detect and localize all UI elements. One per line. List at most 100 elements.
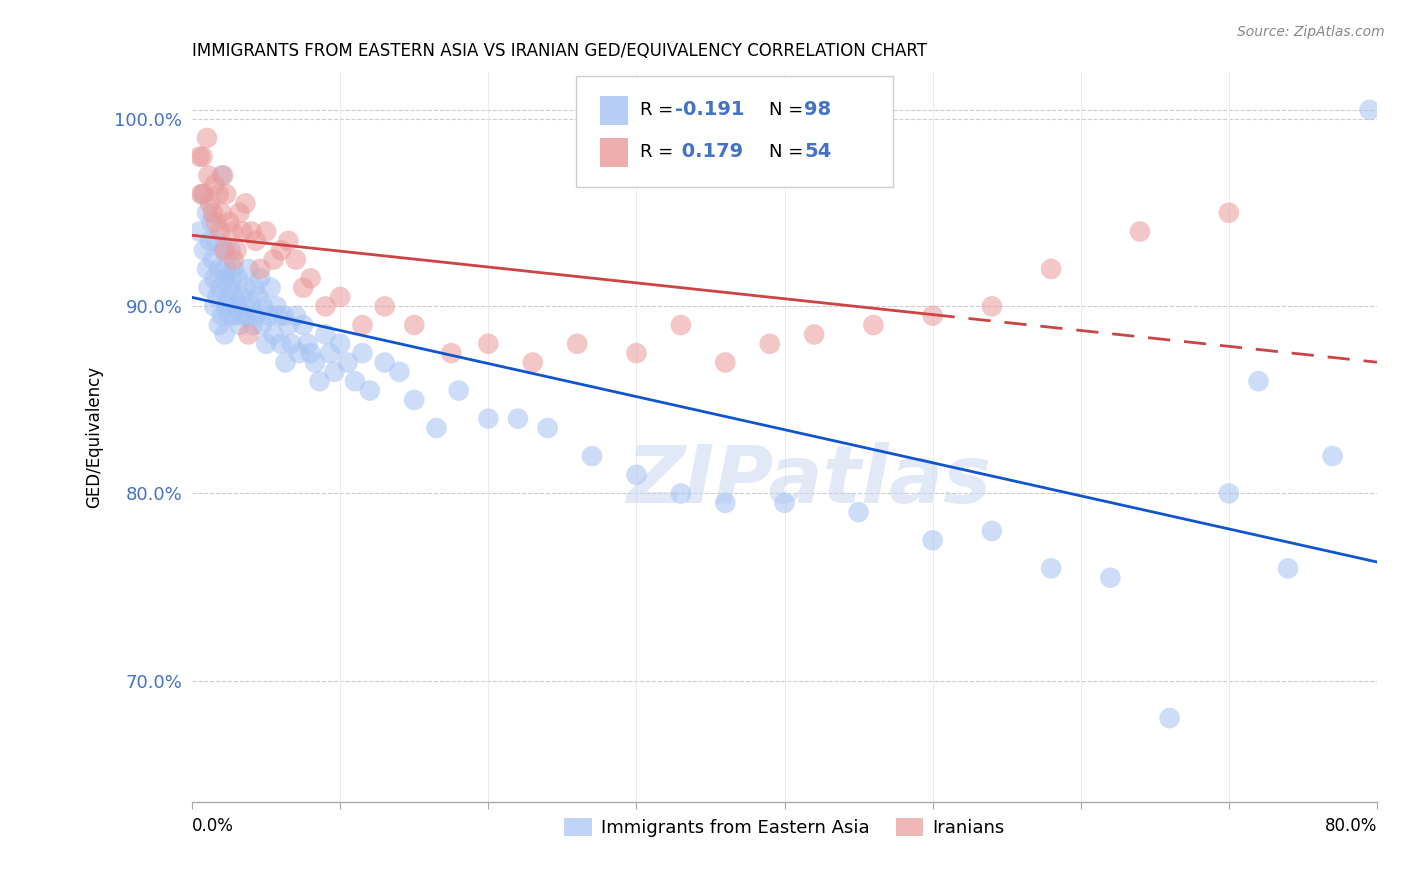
Point bbox=[215, 261, 238, 276]
Text: ZIPatlas: ZIPatlas bbox=[626, 442, 991, 520]
Point bbox=[980, 299, 1002, 313]
Text: N =: N = bbox=[769, 101, 808, 119]
Point bbox=[211, 309, 233, 323]
Point bbox=[211, 206, 233, 220]
Point bbox=[247, 290, 270, 304]
Point bbox=[299, 271, 322, 285]
Point bbox=[236, 309, 259, 323]
Point bbox=[522, 355, 544, 369]
Point bbox=[235, 280, 257, 294]
Point bbox=[249, 271, 271, 285]
Point bbox=[626, 467, 648, 482]
Point bbox=[308, 374, 330, 388]
Point bbox=[274, 355, 297, 369]
Point bbox=[803, 327, 825, 342]
Point bbox=[477, 411, 499, 425]
Point bbox=[263, 327, 285, 342]
Point bbox=[228, 318, 250, 332]
Point bbox=[214, 244, 236, 258]
Point bbox=[208, 261, 231, 276]
Point bbox=[714, 496, 737, 510]
Point bbox=[195, 206, 218, 220]
Point bbox=[329, 290, 352, 304]
Point bbox=[921, 309, 943, 323]
Point bbox=[197, 169, 219, 183]
Point bbox=[329, 336, 352, 351]
Point bbox=[193, 187, 215, 202]
Point bbox=[221, 271, 243, 285]
Point bbox=[197, 280, 219, 294]
Point bbox=[299, 346, 322, 360]
Point bbox=[205, 215, 228, 229]
Point bbox=[1159, 711, 1181, 725]
Point bbox=[243, 280, 266, 294]
Point bbox=[250, 318, 273, 332]
Point bbox=[280, 336, 302, 351]
Point bbox=[240, 299, 263, 313]
Point bbox=[374, 299, 396, 313]
Point bbox=[344, 374, 367, 388]
Point bbox=[263, 252, 285, 267]
Point bbox=[209, 280, 232, 294]
Point bbox=[195, 261, 218, 276]
Point bbox=[254, 336, 277, 351]
Point bbox=[240, 225, 263, 239]
Point bbox=[626, 346, 648, 360]
Point bbox=[218, 309, 240, 323]
Point bbox=[202, 299, 225, 313]
Point bbox=[190, 187, 212, 202]
Point bbox=[191, 187, 214, 202]
Point bbox=[284, 252, 307, 267]
Point bbox=[270, 336, 292, 351]
Text: 0.179: 0.179 bbox=[675, 142, 742, 161]
Point bbox=[1277, 561, 1299, 575]
Point bbox=[314, 299, 336, 313]
Point bbox=[773, 496, 796, 510]
Point bbox=[195, 131, 218, 145]
Point bbox=[201, 206, 224, 220]
Point bbox=[273, 309, 295, 323]
Point bbox=[198, 196, 221, 211]
Text: N =: N = bbox=[769, 143, 808, 161]
Point bbox=[425, 421, 447, 435]
Point bbox=[231, 225, 253, 239]
Text: -0.191: -0.191 bbox=[675, 100, 744, 120]
Point bbox=[209, 225, 232, 239]
Point bbox=[1129, 225, 1152, 239]
Y-axis label: GED/Equivalency: GED/Equivalency bbox=[86, 367, 103, 508]
Point bbox=[669, 318, 692, 332]
Point bbox=[242, 318, 264, 332]
Point bbox=[304, 355, 326, 369]
Point bbox=[222, 309, 245, 323]
Text: R =: R = bbox=[640, 101, 679, 119]
Point bbox=[581, 449, 603, 463]
Point bbox=[352, 318, 374, 332]
Point bbox=[388, 365, 411, 379]
Point bbox=[215, 299, 238, 313]
Point bbox=[404, 392, 426, 407]
Point bbox=[207, 290, 229, 304]
Point bbox=[212, 244, 235, 258]
Point bbox=[506, 411, 529, 425]
Point bbox=[1218, 486, 1240, 500]
Point bbox=[222, 261, 245, 276]
Point bbox=[188, 150, 211, 164]
Point bbox=[252, 299, 274, 313]
Text: Source: ZipAtlas.com: Source: ZipAtlas.com bbox=[1237, 25, 1385, 39]
Point bbox=[277, 318, 299, 332]
Point bbox=[193, 244, 215, 258]
Point bbox=[228, 206, 250, 220]
Point bbox=[225, 244, 247, 258]
Text: IMMIGRANTS FROM EASTERN ASIA VS IRANIAN GED/EQUIVALENCY CORRELATION CHART: IMMIGRANTS FROM EASTERN ASIA VS IRANIAN … bbox=[193, 42, 927, 60]
Point bbox=[211, 169, 233, 183]
Text: 0.0%: 0.0% bbox=[193, 817, 233, 835]
Point bbox=[297, 336, 319, 351]
Point bbox=[287, 346, 309, 360]
Point bbox=[567, 336, 589, 351]
Point bbox=[205, 234, 228, 248]
Point bbox=[208, 318, 231, 332]
Point bbox=[267, 309, 290, 323]
Point bbox=[404, 318, 426, 332]
Point bbox=[319, 346, 342, 360]
Point bbox=[222, 252, 245, 267]
